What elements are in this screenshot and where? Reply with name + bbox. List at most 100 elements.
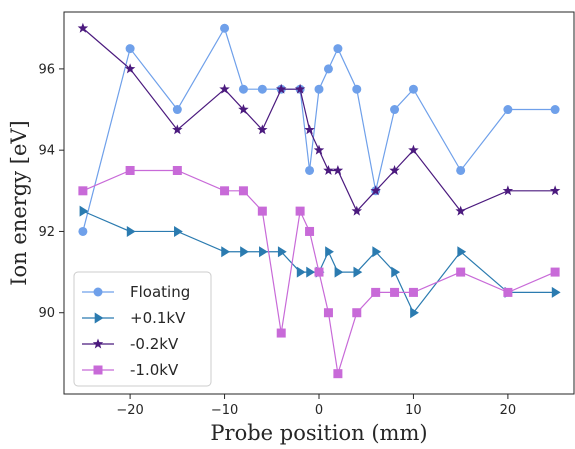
x-tick-label: 20: [500, 403, 517, 418]
x-axis: −20 −10 0 10 20: [116, 394, 516, 418]
data-point: [456, 267, 466, 277]
data-point: [257, 206, 267, 216]
legend-entry: -0.2kV: [82, 335, 179, 353]
data-point: [77, 22, 89, 33]
data-point: [408, 144, 419, 155]
legend-label: Floating: [130, 283, 190, 301]
data-point: [408, 84, 418, 94]
data-point: [259, 246, 268, 258]
legend-marker: [93, 287, 103, 297]
data-point: [314, 84, 324, 94]
data-point: [333, 369, 343, 379]
x-axis-label: Probe position (mm): [210, 421, 427, 445]
data-point: [124, 63, 136, 74]
data-point: [352, 84, 362, 94]
data-point: [390, 287, 400, 297]
data-point: [503, 105, 513, 115]
data-point: [125, 44, 135, 54]
data-point: [79, 205, 89, 217]
data-point: [125, 165, 135, 175]
data-point: [389, 164, 400, 175]
data-point: [551, 286, 561, 298]
x-tick-label: −20: [116, 403, 143, 418]
data-point: [257, 124, 268, 135]
data-point: [220, 186, 230, 196]
series-layer: [77, 22, 561, 379]
legend-marker: [92, 338, 104, 349]
data-point: [351, 205, 363, 216]
y-axis-label: Ion energy [eV]: [7, 120, 31, 286]
data-point: [78, 186, 88, 196]
data-point: [314, 267, 324, 277]
data-point: [221, 246, 231, 258]
data-point: [408, 287, 418, 297]
data-point: [295, 206, 305, 216]
data-point: [240, 246, 249, 258]
data-point: [304, 124, 315, 135]
legend-label: -0.2kV: [130, 335, 179, 353]
data-point: [550, 267, 560, 277]
data-point: [334, 266, 344, 278]
data-point: [238, 104, 249, 114]
data-point: [276, 328, 286, 338]
data-point: [313, 144, 325, 155]
legend-entry: +0.1kV: [82, 309, 186, 327]
data-point: [172, 165, 182, 175]
data-point: [220, 23, 230, 33]
data-point: [78, 226, 88, 236]
data-point: [172, 105, 182, 115]
legend-entry: -1.0kV: [82, 361, 179, 379]
data-point: [219, 83, 230, 94]
data-point: [275, 83, 287, 94]
y-tick-label: 96: [38, 62, 55, 77]
data-point: [455, 205, 466, 216]
data-point: [372, 246, 382, 258]
legend-entry: Floating: [82, 283, 190, 301]
data-point: [502, 185, 514, 196]
data-point: [174, 225, 183, 237]
series-0: [78, 23, 560, 236]
data-point: [126, 225, 136, 237]
data-point: [457, 246, 467, 258]
legend-marker: [93, 365, 103, 375]
legend-label: +0.1kV: [130, 309, 186, 327]
data-point: [323, 164, 334, 175]
legend-label: -1.0kV: [130, 361, 179, 379]
data-point: [371, 287, 381, 297]
data-point: [456, 165, 466, 175]
data-point: [238, 84, 248, 94]
data-point: [352, 308, 362, 318]
data-point: [257, 84, 267, 94]
data-point: [390, 105, 400, 115]
data-point: [323, 308, 333, 318]
data-point: [306, 266, 316, 278]
data-point: [503, 287, 513, 297]
data-point: [172, 124, 183, 135]
data-point: [332, 164, 344, 175]
x-tick-label: −10: [211, 403, 238, 418]
legend-marker: [94, 312, 104, 324]
data-point: [353, 266, 363, 278]
data-point: [550, 105, 560, 115]
data-point: [325, 246, 334, 258]
y-axis: 90 92 94 96: [38, 62, 64, 321]
data-point: [410, 307, 419, 319]
y-tick-label: 90: [38, 306, 55, 321]
legend-box: [73, 271, 212, 387]
x-tick-label: 10: [405, 403, 422, 418]
data-point: [391, 266, 401, 278]
data-point: [333, 44, 343, 54]
data-point: [549, 185, 561, 196]
series-2: [77, 22, 561, 216]
data-point: [305, 165, 315, 175]
data-point: [305, 226, 315, 236]
series-3: [78, 165, 560, 379]
y-tick-label: 92: [38, 225, 55, 240]
data-point: [370, 185, 381, 196]
data-point: [277, 246, 287, 258]
data-point: [238, 186, 248, 196]
data-point: [294, 83, 306, 94]
data-point: [296, 266, 306, 278]
legend: Floating +0.1kV -0.2kV -1.0kV: [73, 271, 212, 387]
